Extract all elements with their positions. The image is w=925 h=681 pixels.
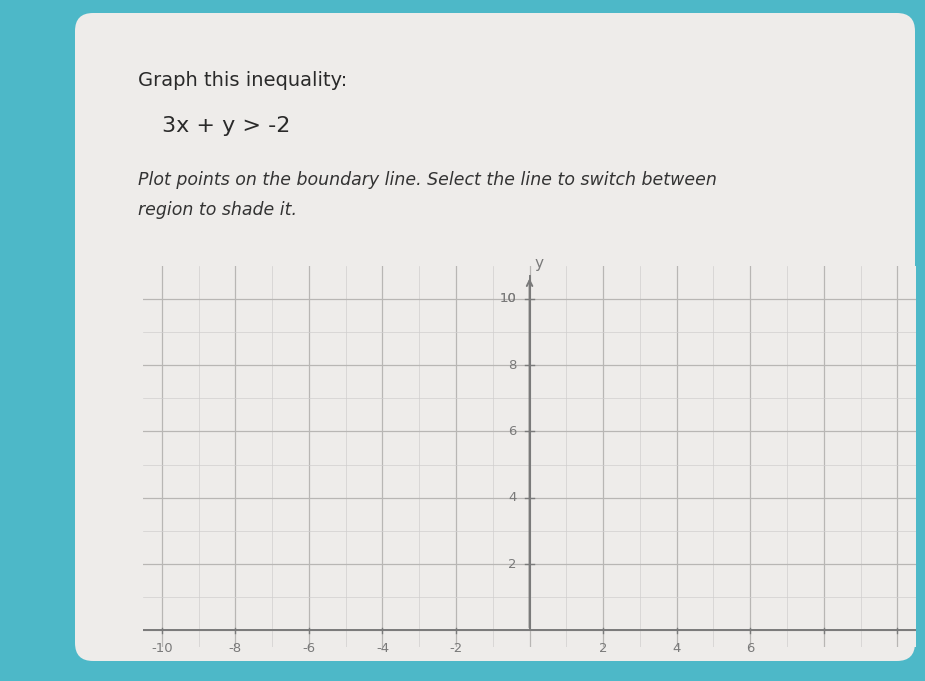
Text: -8: -8	[228, 642, 241, 655]
Text: 2: 2	[598, 642, 608, 655]
Text: Graph this inequality:: Graph this inequality:	[138, 71, 347, 90]
Text: Plot points on the boundary line. Select the line to switch between: Plot points on the boundary line. Select…	[138, 171, 717, 189]
Text: -2: -2	[450, 642, 462, 655]
FancyBboxPatch shape	[75, 13, 915, 661]
Text: 3x + y > -2: 3x + y > -2	[162, 116, 290, 136]
Text: 10: 10	[500, 292, 517, 305]
Text: 6: 6	[746, 642, 755, 655]
Text: -10: -10	[151, 642, 173, 655]
Text: 2: 2	[508, 558, 517, 571]
Text: 10: 10	[500, 292, 517, 305]
Text: 8: 8	[509, 359, 517, 372]
Text: 4: 4	[509, 491, 517, 504]
Text: 4: 4	[672, 642, 681, 655]
Text: 6: 6	[509, 425, 517, 438]
Text: -4: -4	[376, 642, 389, 655]
Text: region to shade it.: region to shade it.	[138, 201, 297, 219]
Text: -6: -6	[302, 642, 315, 655]
Text: y: y	[535, 255, 543, 270]
